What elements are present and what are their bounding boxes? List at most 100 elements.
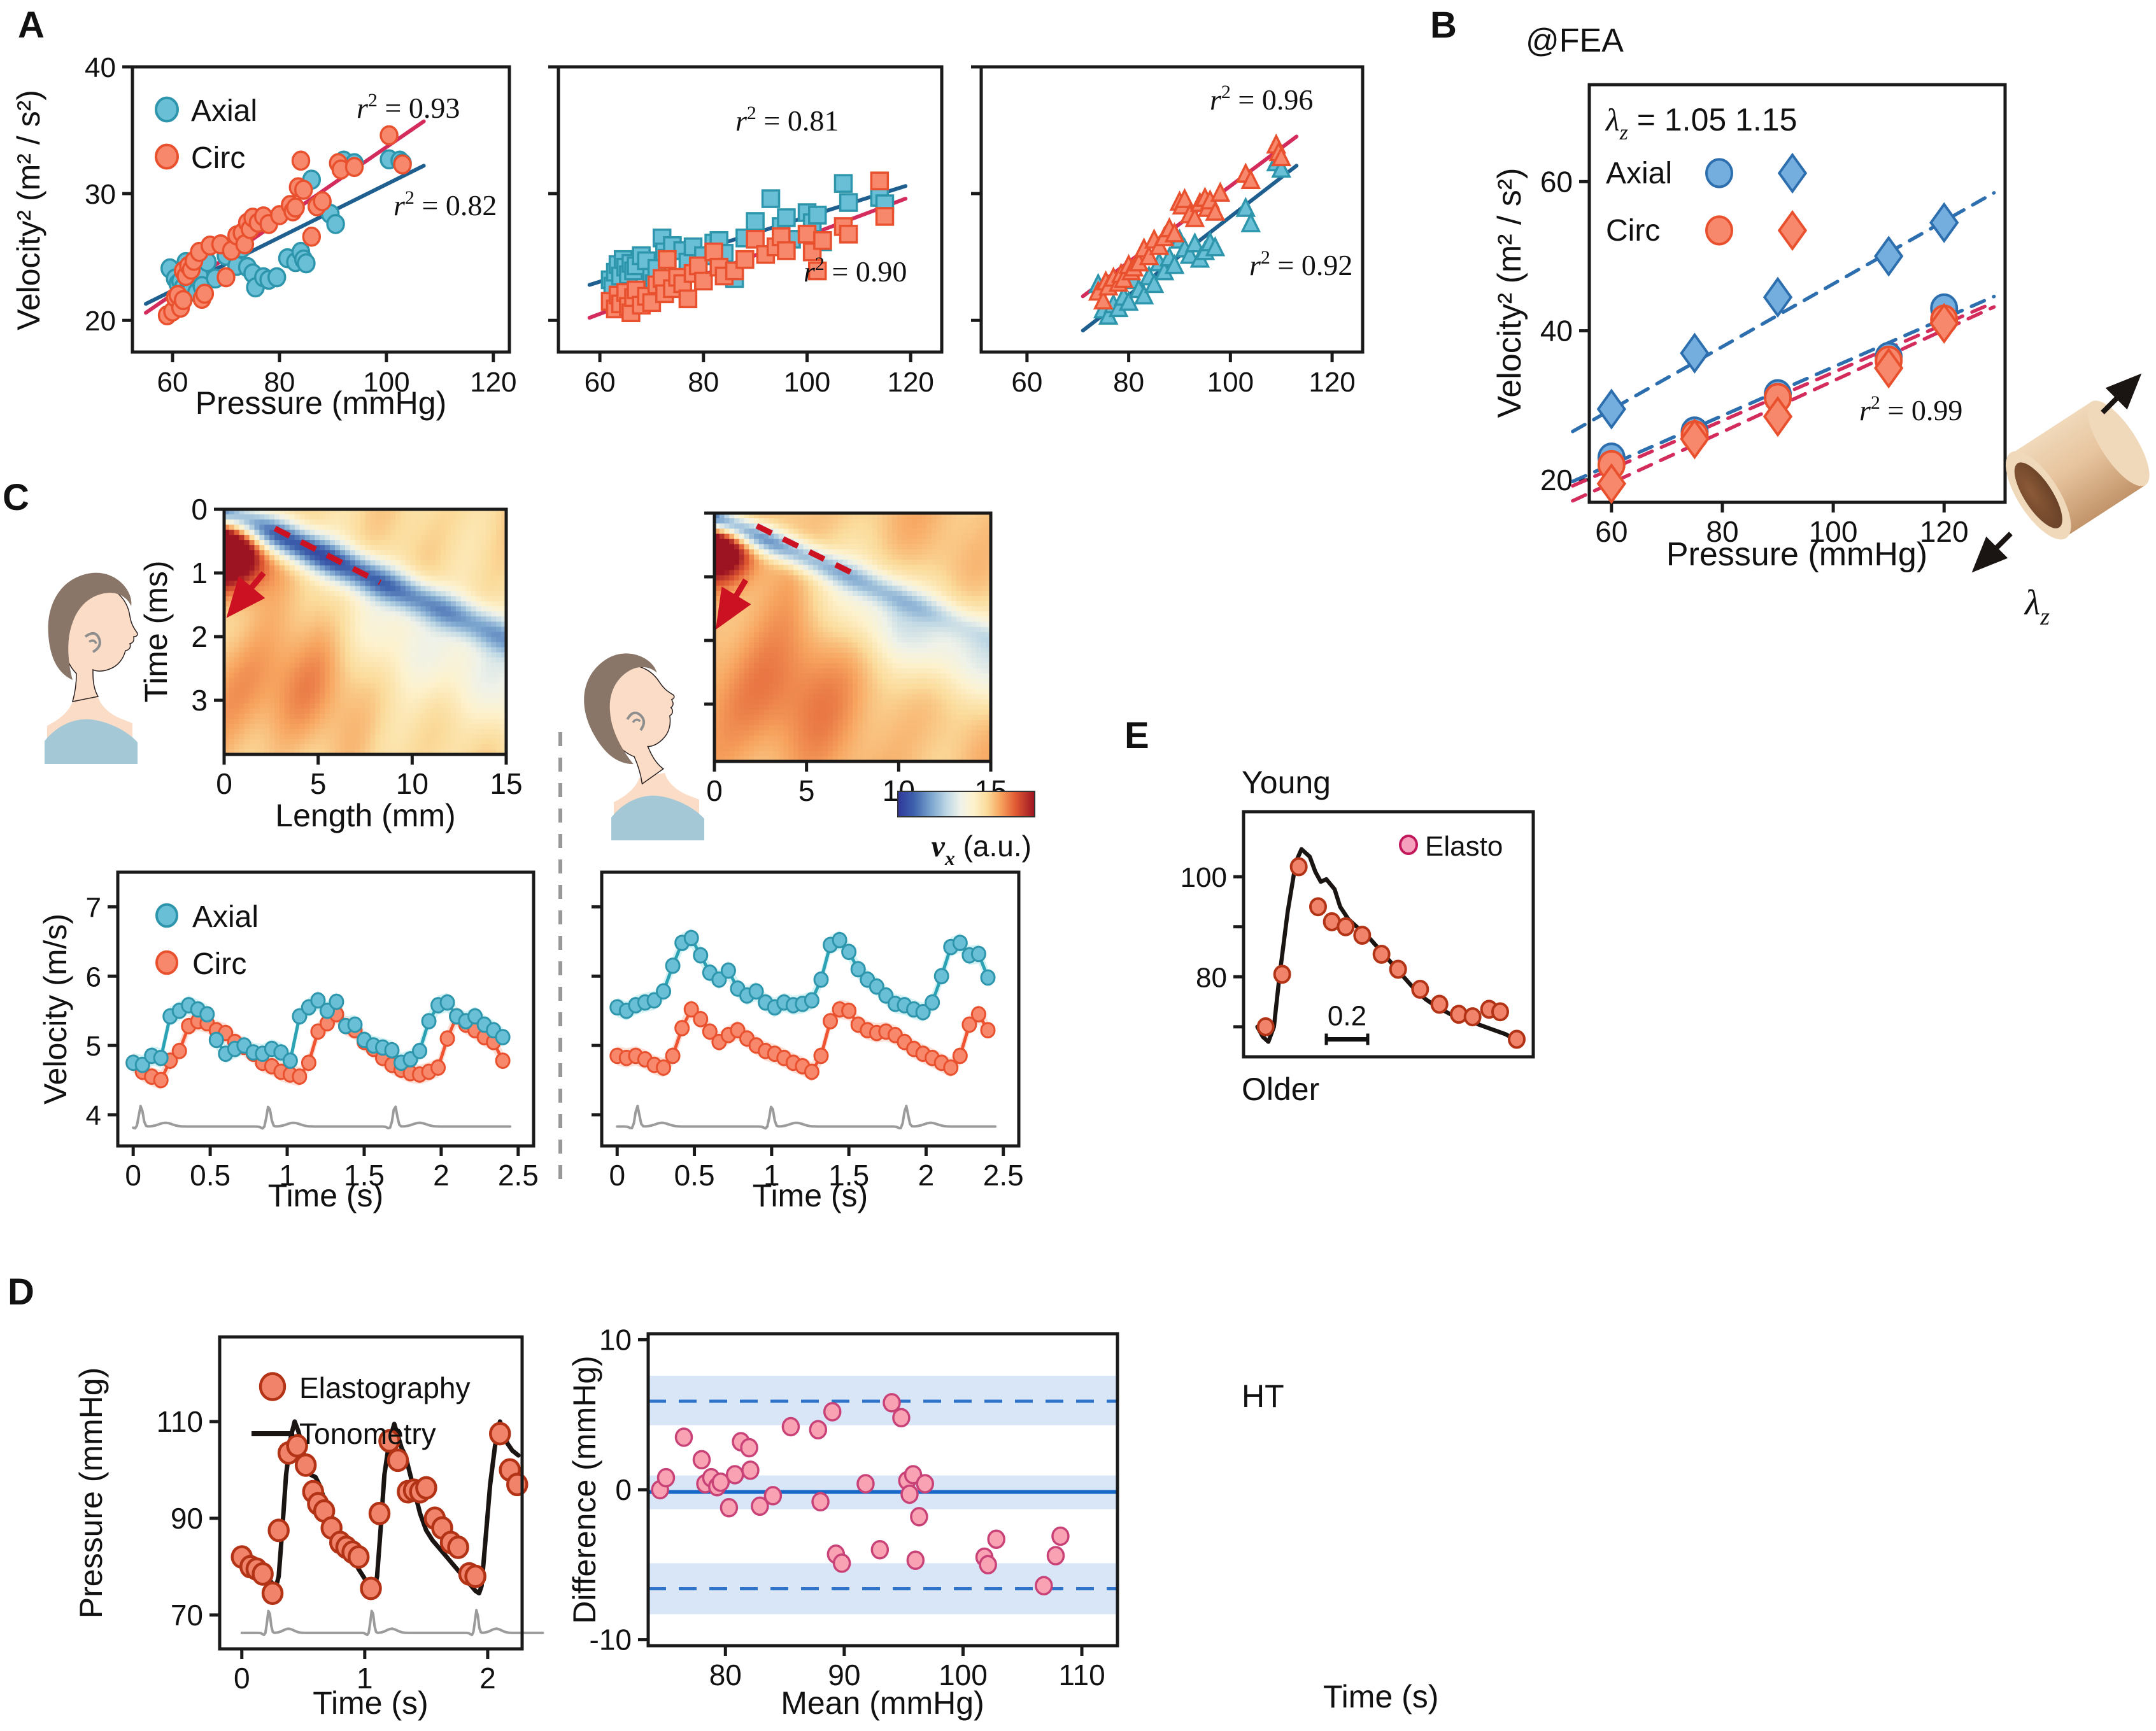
x-tick-label: 2	[433, 1159, 450, 1192]
x-tick-label: 15	[490, 767, 522, 800]
y-tick-label: 3	[191, 684, 208, 717]
x-tick-label: 0.5	[190, 1159, 230, 1192]
velocity-legend: Axial Circ	[155, 900, 259, 981]
panel-c-velocity-right: 0 0.5 1 1.5 2 2.5 Time (s)	[592, 870, 1024, 1213]
panel-label-a: A	[18, 4, 45, 46]
y-tick-label: 90	[171, 1502, 203, 1535]
y-tick-label: 1	[191, 556, 208, 590]
axial-series	[1088, 151, 1292, 325]
panel-label-e: E	[1124, 715, 1149, 756]
x-tick-label: 2	[918, 1159, 935, 1192]
e-time-axis-label: Time (s)	[1323, 1679, 1439, 1714]
panel-b: 60 80 100 120 20 40 60 λz = 1.05 1.15 Axial Circ r…	[1491, 83, 2007, 573]
x-tick-label: 60	[585, 367, 616, 398]
x-tick-label: 1	[357, 1662, 373, 1695]
colorbar-gradient	[897, 791, 1035, 817]
fea-title: @FEA	[1526, 22, 1624, 59]
x-tick-label: 10	[396, 767, 429, 800]
x-tick-label: 60	[1595, 515, 1628, 548]
panel-d-pressure: 0 1 2 70 90 110 Elastography Tonometry Pressure …	[73, 1335, 544, 1721]
panel-d-legend: Elastography Tonometry	[252, 1371, 471, 1450]
colorbar-label: vx (a.u.)	[932, 830, 1032, 870]
panel-a-legend: Axial Circ	[155, 94, 257, 175]
face-illustration	[45, 572, 138, 764]
lambda-z-label: λz	[2024, 583, 2050, 630]
y-tick-label: 40	[1540, 314, 1573, 348]
axis-title: Pressure (mmHg)	[1666, 536, 1927, 573]
y-tick-label: 7	[86, 892, 101, 923]
x-tick-label: 0	[609, 1159, 625, 1192]
axis-title: Velocity² (m² / s²)	[1491, 168, 1528, 418]
r-squared-annotation: r2 = 0.93	[357, 90, 460, 124]
panel-e-legend: Elasto	[1399, 831, 1503, 862]
axis-title: Velocity (m/s)	[38, 914, 73, 1105]
circ-series	[1088, 133, 1292, 310]
x-tick-label: 0	[706, 774, 723, 807]
r-squared-annotation: r2 = 0.96	[1210, 81, 1313, 116]
ba-x-axis-title: Mean (mmHg)	[781, 1685, 984, 1721]
axis-title: Length (mm)	[275, 798, 455, 833]
panel-c-heatmap-left: 0 5 10 15 0 1 2 3 Time (ms) Length (mm)	[138, 493, 523, 833]
x-tick-label: 2.5	[498, 1159, 539, 1192]
ecg-trace	[240, 1609, 544, 1637]
plot-frame	[979, 65, 1365, 354]
r-squared-annotation: r2 = 0.99	[1859, 392, 1962, 427]
axis-title: Mean (mmHg)	[781, 1685, 984, 1721]
elasto-markers	[1256, 857, 1526, 1049]
y-tick-label: 2	[191, 620, 208, 653]
x-tick-label: 0	[216, 767, 232, 800]
x-tick-label: 1	[763, 1159, 780, 1192]
a-y-axis-title: Velocity² (m² / s²)	[11, 90, 46, 330]
wavefront-dashed-line	[273, 525, 382, 586]
x-tick-label: 120	[887, 367, 933, 398]
colorbar: vx (a.u.)	[897, 791, 1035, 870]
heatmap-cells	[224, 509, 507, 755]
plot-frame	[218, 1335, 524, 1651]
velocity-x-axis-title: Time (s)	[753, 1178, 868, 1213]
y-tick-label: 0	[191, 493, 208, 526]
elastography-markers	[230, 1422, 528, 1606]
circ-series	[157, 125, 412, 326]
x-tick-label: 100	[1809, 515, 1858, 548]
panel-c-velocity-left: 0 0.5 1 1.5 2 2.5 4 5 6 7 Axial Circ Velocity (m/s) T…	[38, 870, 539, 1213]
x-tick-label: 100	[784, 367, 830, 398]
ecg-trace	[132, 1105, 512, 1130]
y-tick-label: 100	[1181, 862, 1227, 893]
r-squared-annotation: r2 = 0.92	[1249, 247, 1352, 281]
x-tick-label: 1.5	[344, 1159, 385, 1192]
x-tick-label: 80	[1113, 367, 1144, 398]
plot-frame	[1587, 83, 2007, 504]
y-tick-label: 4	[86, 1100, 101, 1131]
axis-title: Time (ms)	[138, 560, 174, 702]
y-tick-label: 40	[85, 52, 116, 83]
velocity-y-axis-title: Velocity (m/s)	[38, 914, 73, 1105]
circ-markers	[609, 1001, 996, 1080]
y-tick-label: 110	[157, 1405, 203, 1438]
y-tick-label: -10	[590, 1623, 632, 1657]
x-tick-label: 60	[1011, 367, 1042, 398]
ecg-trace	[616, 1105, 997, 1130]
x-tick-label: 60	[157, 367, 188, 398]
legend-label-circ: Circ	[191, 141, 245, 175]
x-tick-label: 100	[1207, 367, 1254, 398]
axial-markers	[125, 992, 511, 1073]
x-tick-label: 80	[1706, 515, 1738, 548]
heat-x-axis-title: Length (mm)	[275, 798, 455, 833]
x-tick-label: 100	[939, 1658, 988, 1692]
x-tick-label: 120	[1920, 515, 1969, 548]
plot-frame	[222, 507, 508, 756]
heat-y-axis-title: Time (ms)	[138, 560, 174, 702]
panel-label-b: B	[1430, 4, 1457, 46]
panel-a-subplot-1: 60 80 100 120 20 30 40 r2 = 0.93 r2 = 0.82 Axial C…	[11, 52, 517, 421]
y-tick-label: 10	[599, 1323, 632, 1356]
legend-label-axial: Axial	[191, 94, 257, 128]
x-tick-label: 2.5	[983, 1159, 1024, 1192]
x-tick-label: 5	[798, 774, 815, 807]
section-title-ht: HT	[1242, 1378, 1284, 1414]
axis-title: Time (s)	[268, 1178, 383, 1213]
face-illustration	[584, 653, 704, 840]
fit-dashed-blue	[1571, 191, 1996, 434]
face-body	[45, 696, 138, 764]
panel-label-d: D	[8, 1271, 34, 1313]
